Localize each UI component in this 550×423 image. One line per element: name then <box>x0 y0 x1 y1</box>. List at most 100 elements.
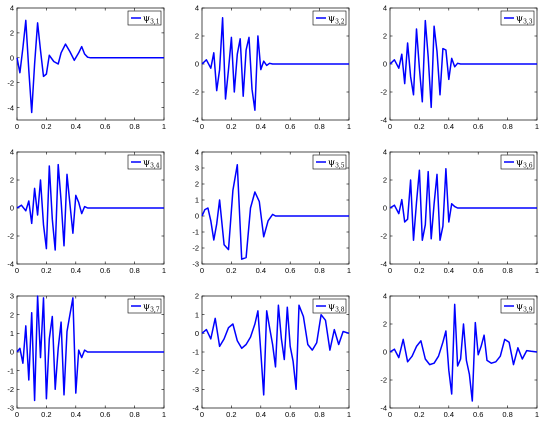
legend-label: ψ3,4 <box>143 158 160 170</box>
legend-label: ψ3,1 <box>143 14 160 26</box>
legend-box <box>312 10 347 26</box>
series-line <box>16 163 164 251</box>
y-tick-label: 4 <box>195 148 199 157</box>
legend-subscript: 3,5 <box>335 163 345 170</box>
y-tick-label: 0 <box>383 60 387 69</box>
y-tick-label: -2 <box>192 366 199 375</box>
x-tick-label: 0.8 <box>129 122 139 131</box>
y-tick-label: -1 <box>192 348 199 357</box>
legend-subscript: 3,7 <box>150 307 160 314</box>
legend-box <box>127 298 162 314</box>
legend-label: ψ3,9 <box>516 302 533 314</box>
y-tick-label: -2 <box>192 88 199 97</box>
y-tick-label: 0 <box>195 60 199 69</box>
y-tick-label: 4 <box>383 4 387 13</box>
legend-subscript: 3,4 <box>150 163 160 170</box>
y-tick-label: 2 <box>10 310 14 319</box>
y-tick-label: -1 <box>192 228 199 237</box>
x-tick-label: 0.2 <box>414 122 424 131</box>
y-tick-label: 2 <box>383 176 387 185</box>
y-tick-label: -4 <box>380 116 387 125</box>
subplot-9: 0 0.2 0.4 0.6 0.8 1 -4 -2 0 2 4 ψ3,9 <box>380 292 539 419</box>
x-tick-label: 0.8 <box>129 410 139 419</box>
x-tick-label: 0.4 <box>256 410 266 419</box>
y-tick-label: -3 <box>192 260 199 269</box>
x-tick-label: 0.4 <box>71 410 81 419</box>
x-tick-label: 0.4 <box>444 122 454 131</box>
y-tick-label: 2 <box>195 180 199 189</box>
legend-box <box>312 298 347 314</box>
x-tick-label: 1 <box>162 410 166 419</box>
x-tick-label: 0.2 <box>41 266 51 275</box>
x-tick-label: 0.8 <box>314 266 324 275</box>
y-tick-label: -3 <box>192 385 199 394</box>
y-tick-label: 4 <box>195 4 199 13</box>
legend-subscript: 3,6 <box>523 163 533 170</box>
x-tick-label: 1 <box>162 266 166 275</box>
legend-subscript: 3,8 <box>335 307 345 314</box>
x-tick-label: 0.4 <box>71 122 81 131</box>
x-tick-label: 0.6 <box>473 410 483 419</box>
x-tick-label: 0.6 <box>285 122 295 131</box>
legend-box <box>500 298 535 314</box>
legend-label: ψ3,5 <box>328 158 345 170</box>
x-tick-label: 0.4 <box>256 266 266 275</box>
y-tick-label: 4 <box>10 4 14 13</box>
x-tick-label: 0.2 <box>41 410 51 419</box>
legend-label: ψ3,3 <box>516 14 533 26</box>
y-tick-label: 0 <box>195 212 199 221</box>
x-tick-label: 0.8 <box>129 266 139 275</box>
y-tick-label: 0 <box>383 204 387 213</box>
legend-label: ψ3,7 <box>143 302 160 314</box>
y-tick-label: 4 <box>383 148 387 157</box>
x-tick-label: 0 <box>15 410 19 419</box>
y-tick-label: -3 <box>7 404 14 413</box>
subplot-2: 0 0.2 0.4 0.6 0.8 1 -4 -2 0 2 4 ψ3,2 <box>192 4 351 131</box>
legend-label: ψ3,8 <box>328 302 345 314</box>
x-tick-label: 0.8 <box>314 122 324 131</box>
subplot-1: 0 0.2 0.4 0.6 0.8 1 -4 -2 0 2 4 ψ3,1 <box>7 4 166 131</box>
legend-subscript: 3,3 <box>523 19 533 26</box>
y-tick-label: 2 <box>383 320 387 329</box>
x-tick-label: 0.8 <box>314 410 324 419</box>
x-tick-label: 0.6 <box>473 122 483 131</box>
y-tick-label: 3 <box>195 164 199 173</box>
y-tick-label: 1 <box>195 310 199 319</box>
x-tick-label: 0.4 <box>444 410 454 419</box>
y-tick-label: -4 <box>192 116 199 125</box>
legend-subscript: 3,2 <box>335 19 345 26</box>
y-tick-label: -4 <box>380 404 387 413</box>
series-line <box>16 19 164 114</box>
series-line <box>389 303 538 402</box>
subplot-4: 0 0.2 0.4 0.6 0.8 1 -4 -2 0 2 4 ψ3,4 <box>7 148 166 275</box>
x-tick-label: 0 <box>200 266 204 275</box>
x-tick-label: 0 <box>388 266 392 275</box>
legend-label: ψ3,6 <box>516 158 533 170</box>
y-tick-label: 0 <box>195 329 199 338</box>
y-tick-label: 2 <box>195 292 199 301</box>
x-tick-label: 1 <box>535 122 539 131</box>
y-tick-label: -2 <box>7 385 14 394</box>
axes-box <box>201 151 350 265</box>
y-tick-label: 0 <box>383 348 387 357</box>
x-tick-label: 0.2 <box>414 410 424 419</box>
y-tick-label: 2 <box>10 29 14 38</box>
x-tick-label: 0.4 <box>256 122 266 131</box>
x-tick-label: 0.8 <box>502 410 512 419</box>
y-tick-label: 1 <box>10 329 14 338</box>
subplot-6: 0 0.2 0.4 0.6 0.8 1 -4 -2 0 2 4 ψ3,6 <box>380 148 539 275</box>
y-tick-label: 0 <box>10 204 14 213</box>
y-tick-label: 3 <box>10 292 14 301</box>
series-line <box>201 304 350 396</box>
x-tick-label: 0.6 <box>285 266 295 275</box>
subplot-3: 0 0.2 0.4 0.6 0.8 1 -4 -2 0 2 4 ψ3,3 <box>380 4 539 131</box>
series-line <box>389 168 537 241</box>
legend-box <box>500 154 535 170</box>
y-tick-label: -2 <box>380 232 387 241</box>
x-tick-label: 1 <box>535 410 539 419</box>
x-tick-label: 1 <box>347 410 351 419</box>
x-tick-label: 1 <box>162 122 166 131</box>
series-line <box>389 19 537 109</box>
x-tick-label: 0.6 <box>100 266 110 275</box>
legend-label: ψ3,2 <box>328 14 345 26</box>
